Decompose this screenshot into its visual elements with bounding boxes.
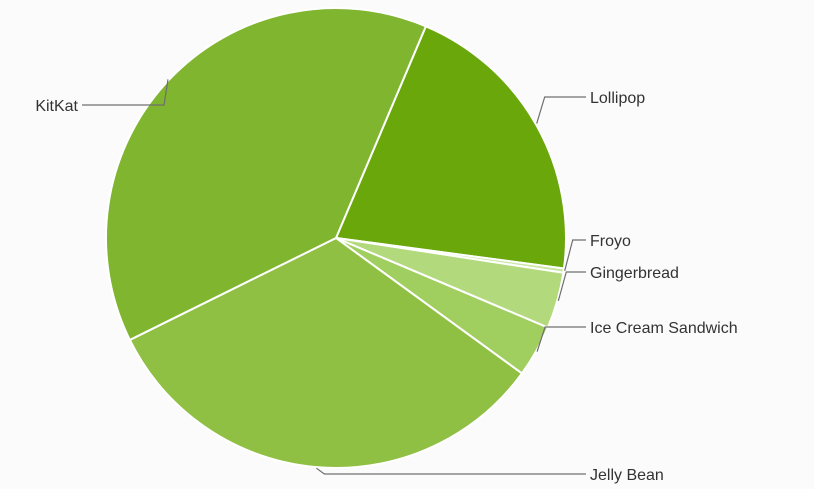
pie-slice-kitkat xyxy=(105,7,427,341)
leader-line-ice-cream-sandwich xyxy=(536,326,586,352)
leader-line-gingerbread xyxy=(557,271,586,302)
slice-label-kitkat: KitKat xyxy=(35,98,78,115)
pie-slices xyxy=(105,7,567,469)
leader-line-jelly-bean xyxy=(316,467,586,475)
slice-label-jelly-bean: Jelly Bean xyxy=(590,467,664,484)
slice-label-froyo: Froyo xyxy=(590,233,631,250)
leader-line-kitkat xyxy=(82,79,169,106)
slice-label-ice-cream-sandwich: Ice Cream Sandwich xyxy=(590,320,738,337)
pie-slice-jelly-bean xyxy=(128,237,523,469)
leader-lines xyxy=(82,79,586,475)
pie-slice-lollipop xyxy=(335,25,567,270)
slice-label-gingerbread: Gingerbread xyxy=(590,265,679,282)
leader-line-froyo xyxy=(564,239,586,271)
slice-labels: Lollipop Froyo Gingerbread Ice Cream Sandwi… xyxy=(35,90,737,484)
leader-line-lollipop xyxy=(536,96,586,124)
slice-label-lollipop: Lollipop xyxy=(590,90,645,107)
